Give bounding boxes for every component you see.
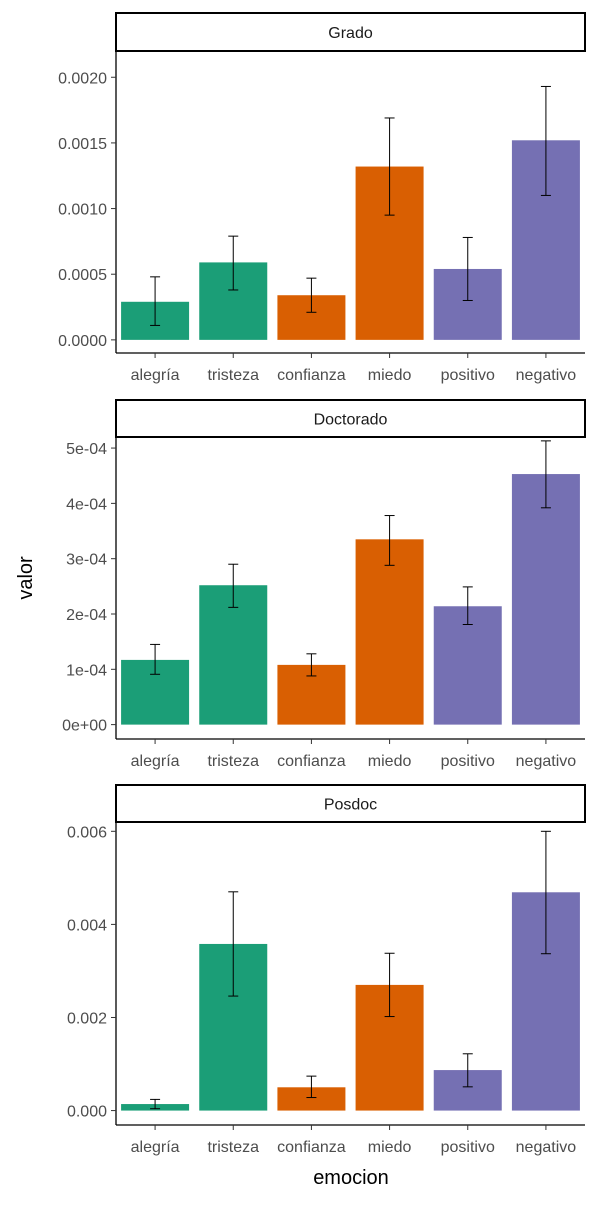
bar (433, 606, 502, 725)
y-tick-label: 4e-04 (66, 496, 107, 513)
y-axis-title: valor (15, 556, 37, 600)
x-tick-label: tristeza (207, 367, 259, 384)
x-tick-label: tristeza (207, 1139, 259, 1156)
y-tick-label: 0.0010 (58, 202, 107, 219)
y-tick-label: 0.0015 (58, 136, 107, 153)
y-tick-label: 2e-04 (66, 607, 107, 624)
x-tick-label: confianza (277, 1139, 346, 1156)
y-tick-label: 0.000 (67, 1104, 107, 1121)
x-tick-label: positivo (441, 753, 495, 770)
bar (355, 539, 424, 725)
x-tick-label: miedo (368, 753, 412, 770)
y-tick-label: 0.002 (67, 1010, 107, 1027)
x-tick-label: miedo (368, 1139, 412, 1156)
x-axis-title: emocion (313, 1167, 389, 1189)
y-tick-label: 5e-04 (66, 441, 107, 458)
x-tick-label: negativo (516, 1139, 577, 1156)
y-tick-label: 0.0020 (58, 70, 107, 87)
bar (277, 1087, 346, 1111)
x-tick-label: alegría (131, 753, 180, 770)
facet-strip-label: Grado (328, 25, 373, 42)
x-tick-label: alegría (131, 367, 180, 384)
x-tick-label: confianza (277, 367, 346, 384)
facet-strip (115, 784, 586, 823)
y-tick-label: 0.004 (67, 917, 107, 934)
y-tick-label: 0.0000 (58, 333, 107, 350)
facet-strip (115, 399, 586, 438)
x-tick-label: confianza (277, 753, 346, 770)
x-tick-label: miedo (368, 367, 412, 384)
y-tick-label: 0.0005 (58, 267, 107, 284)
y-tick-label: 1e-04 (66, 662, 107, 679)
x-tick-label: tristeza (207, 753, 259, 770)
y-tick-label: 3e-04 (66, 552, 107, 569)
x-tick-label: alegría (131, 1139, 180, 1156)
bar (511, 474, 580, 725)
x-tick-label: positivo (441, 1139, 495, 1156)
x-tick-label: positivo (441, 367, 495, 384)
facet-strip (115, 12, 586, 52)
facet-strip-label: Posdoc (324, 797, 377, 814)
bar (199, 585, 268, 725)
y-tick-label: 0.006 (67, 824, 107, 841)
x-tick-label: negativo (516, 367, 577, 384)
x-tick-label: negativo (516, 753, 577, 770)
y-tick-label: 0e+00 (62, 718, 107, 735)
facet-strip-label: Doctorado (314, 412, 388, 429)
